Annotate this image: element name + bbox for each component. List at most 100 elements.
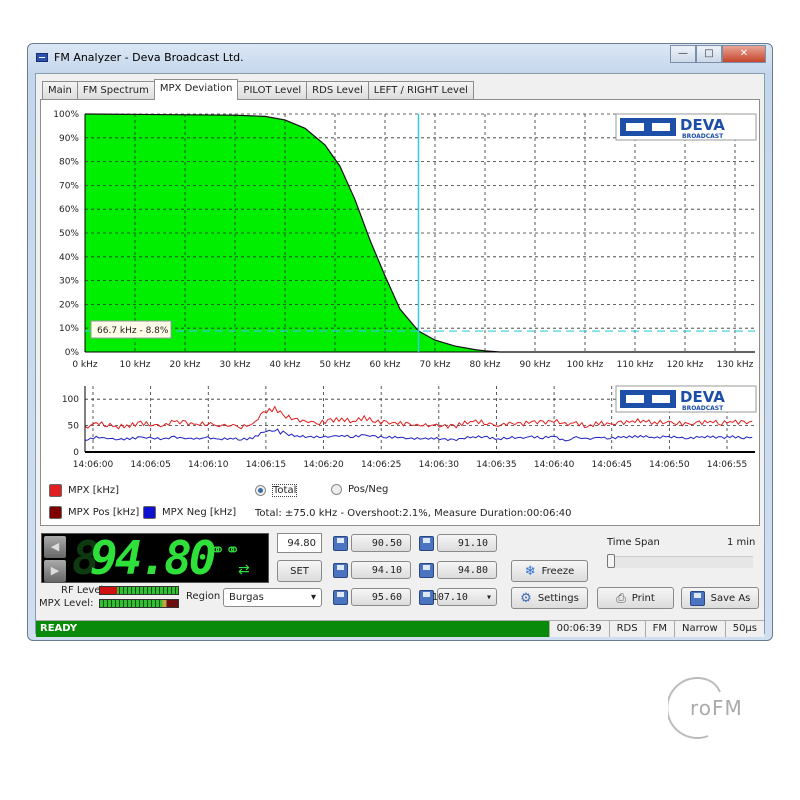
status-deemphasis: 50µs <box>724 621 764 637</box>
y-tick-label: 10% <box>59 324 79 334</box>
mpx-level-meter <box>99 599 179 608</box>
legend-mpx[interactable]: MPX [kHz] <box>49 484 119 497</box>
set-button[interactable]: SET <box>277 560 322 582</box>
y-tick-label: 50% <box>59 229 79 239</box>
x-tick-label: 14:06:50 <box>649 460 690 470</box>
settings-button[interactable]: ⚙ Settings <box>511 587 588 609</box>
frequency-display: ◀ ▶ 8 94.80 ⚭⚭ ⇄ <box>41 531 269 585</box>
region-value: Burgas <box>229 592 264 603</box>
save-preset-icon[interactable] <box>333 563 348 578</box>
mpx-swatch <box>49 484 62 497</box>
preset-button[interactable]: 91.10 <box>437 534 497 552</box>
region-select[interactable]: Burgas ▾ <box>223 588 322 607</box>
preset-button[interactable]: 95.60 <box>351 588 411 606</box>
snowflake-icon: ❄ <box>524 563 536 579</box>
frequency-input[interactable]: 94.80 <box>277 533 322 553</box>
y-tick-label: 70% <box>59 181 79 191</box>
time-span-slider[interactable] <box>607 554 753 568</box>
legend-mpx-pos[interactable]: MPX Pos [kHz] <box>49 506 139 519</box>
logo-db-hole <box>626 123 644 131</box>
print-button[interactable]: ⎙ Print <box>597 587 674 609</box>
status-time: 00:06:39 <box>548 621 609 637</box>
preset-dropdown-value: 107.10 <box>431 591 468 603</box>
legend-mpx-neg-label: MPX Neg [kHz] <box>162 507 237 518</box>
series-line-mpx-neg-khz- <box>84 428 753 442</box>
preset-button[interactable]: 94.80 <box>437 561 497 579</box>
preset-button[interactable]: 90.50 <box>351 534 411 552</box>
y-tick-label: 30% <box>59 277 79 287</box>
deviation-chart[interactable]: 0% 10% 20% 30% 40% 50% 60% 70% 80% 90% 100% 0 kHz 10… <box>41 100 759 380</box>
x-tick-label: 20 kHz <box>169 360 200 370</box>
tune-up-button[interactable]: ▶ <box>44 560 66 582</box>
x-tick-label: 14:06:00 <box>73 460 114 470</box>
x-tick-label: 70 kHz <box>419 360 450 370</box>
save-preset-icon[interactable] <box>419 563 434 578</box>
stereo-icon: ⚭⚭ <box>210 540 241 561</box>
tab-rds-level[interactable]: RDS Level <box>306 81 369 100</box>
series-line-mpx-khz- <box>84 405 753 430</box>
close-button[interactable]: ✕ <box>722 45 766 63</box>
mpx-level-label: MPX Level: <box>39 598 94 609</box>
mpx-neg-swatch <box>143 506 156 519</box>
title-bar[interactable]: FM Analyzer - Deva Broadcast Ltd. — □ ✕ <box>28 44 772 72</box>
chevron-down-icon: ▾ <box>310 592 316 603</box>
x-tick-label: 0 kHz <box>72 360 98 370</box>
radio-posneg-indicator[interactable] <box>331 484 342 495</box>
legend-mpx-label: MPX [kHz] <box>68 485 120 496</box>
x-tick-label: 14:06:25 <box>361 460 401 470</box>
save-preset-icon[interactable] <box>419 590 434 605</box>
minimize-button[interactable]: — <box>670 45 696 63</box>
y-tick-label: 100 <box>62 395 79 405</box>
preset-dropdown[interactable]: 107.10 ▾ <box>432 588 497 606</box>
status-rds: RDS <box>608 621 645 637</box>
save-preset-icon[interactable] <box>419 536 434 551</box>
tab-main[interactable]: Main <box>42 81 78 100</box>
watermark-text: roFM <box>690 696 743 720</box>
save-preset-icon[interactable] <box>333 590 348 605</box>
chevron-down-icon: ▾ <box>485 591 492 603</box>
tab-left-right-level[interactable]: LEFT / RIGHT Level <box>367 81 474 100</box>
x-tick-label: 14:06:55 <box>707 460 747 470</box>
tune-down-button[interactable]: ◀ <box>44 536 66 558</box>
maximize-button[interactable]: □ <box>696 45 722 63</box>
x-tick-label: 40 kHz <box>269 360 300 370</box>
printer-icon: ⎙ <box>616 590 626 605</box>
history-chart[interactable]: 14:06:00 14:06:05 14:06:10 14:06:15 14:06:20… <box>41 380 759 480</box>
logo-db-mark <box>620 118 676 136</box>
x-tick-label: 14:06:15 <box>246 460 286 470</box>
radio-total-indicator[interactable] <box>255 485 266 496</box>
x-tick-label: 90 kHz <box>519 360 550 370</box>
legend-mpx-pos-label: MPX Pos [kHz] <box>68 507 140 518</box>
freeze-button[interactable]: ❄ Freeze <box>511 560 588 582</box>
client-area: Main FM Spectrum MPX Deviation PILOT Lev… <box>35 73 765 637</box>
app-window: FM Analyzer - Deva Broadcast Ltd. — □ ✕ … <box>27 43 773 641</box>
slider-thumb[interactable] <box>607 554 615 568</box>
save-as-label: Save As <box>710 592 751 604</box>
x-tick-label: 14:06:30 <box>419 460 460 470</box>
preset-button[interactable]: 94.10 <box>351 561 411 579</box>
tab-fm-spectrum[interactable]: FM Spectrum <box>76 81 155 100</box>
deviation-curve <box>84 113 755 353</box>
save-preset-icon[interactable] <box>333 536 348 551</box>
mpx-panel: 0% 10% 20% 30% 40% 50% 60% 70% 80% 90% 100% 0 kHz 10… <box>40 99 760 526</box>
legend-mpx-neg[interactable]: MPX Neg [kHz] <box>143 506 236 519</box>
y-tick-label: 20% <box>59 300 79 310</box>
radio-posneg[interactable]: Pos/Neg <box>331 484 388 495</box>
rf-level-meter <box>99 586 179 595</box>
deviation-area <box>85 114 500 352</box>
print-label: Print <box>631 592 655 604</box>
logo-name: DEVA <box>680 388 725 406</box>
radio-total-label: Total <box>272 484 298 497</box>
time-span-label: Time Span <box>607 537 660 548</box>
app-icon <box>36 53 48 62</box>
save-as-button[interactable]: Save As <box>681 587 759 609</box>
rf-level-label: RF Level: <box>61 585 107 596</box>
profm-watermark-logo: roFM <box>666 672 768 742</box>
frequency-readout: 94.80 <box>90 531 216 585</box>
logo-db-hole <box>652 395 670 403</box>
tab-pilot-level[interactable]: PILOT Level <box>237 81 308 100</box>
mpx-pos-swatch <box>49 506 62 519</box>
tab-mpx-deviation[interactable]: MPX Deviation <box>153 79 239 100</box>
radio-total[interactable]: Total <box>255 484 298 497</box>
